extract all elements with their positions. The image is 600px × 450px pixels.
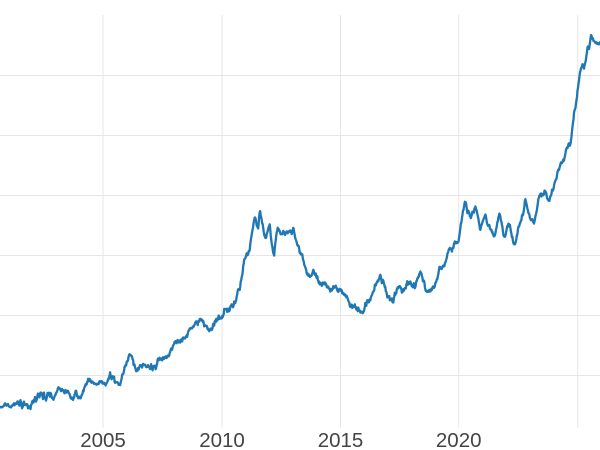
svg-text:2020: 2020	[436, 429, 482, 450]
svg-text:2015: 2015	[318, 429, 364, 450]
svg-text:2005: 2005	[80, 429, 126, 450]
svg-text:2010: 2010	[199, 429, 245, 450]
